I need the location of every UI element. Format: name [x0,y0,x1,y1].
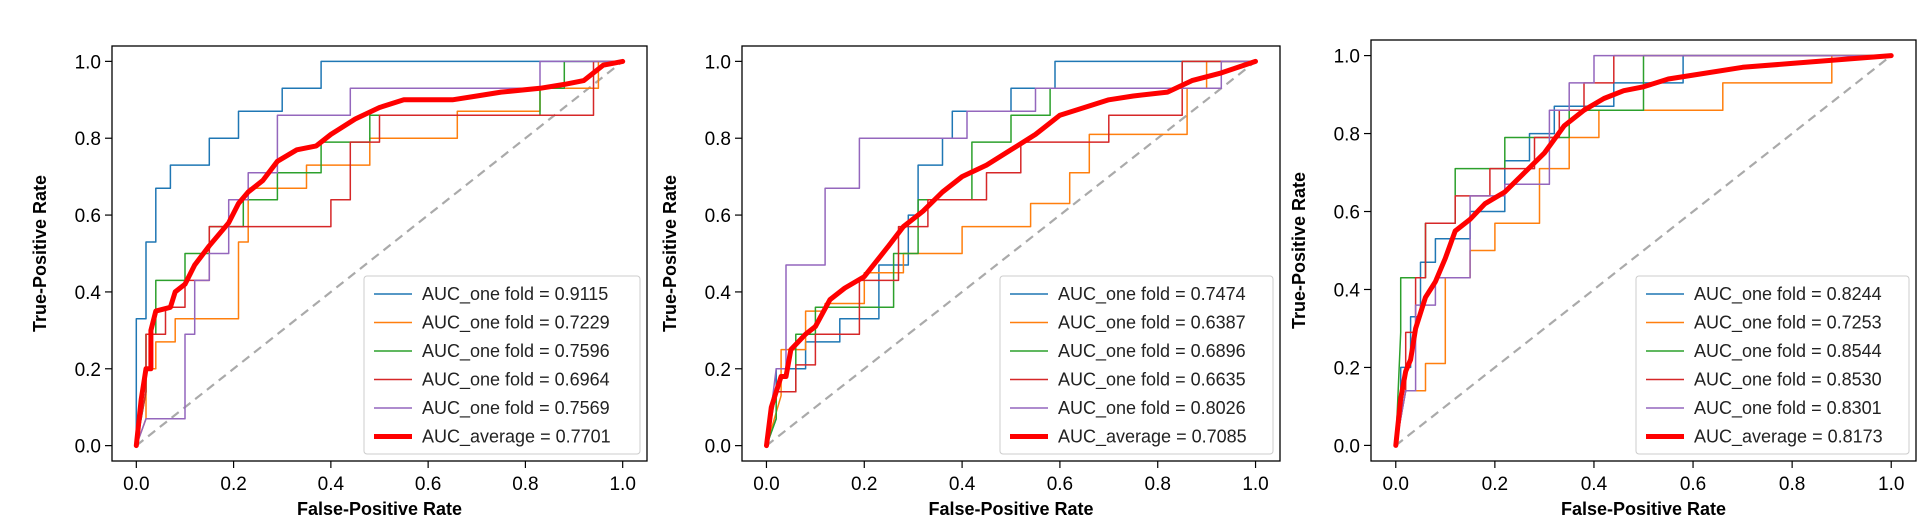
y-tick-label: 0.8 [705,129,731,150]
x-axis-label: False-Positive Rate [297,499,462,519]
roc-curve-average [133,58,626,449]
y-tick-label: 0.6 [1334,203,1360,224]
x-tick-label: 0.4 [949,474,976,495]
y-tick-label: 0.8 [75,129,101,150]
x-tick-label: 0.2 [220,474,246,495]
roc-curve-fold-1 [765,60,1257,447]
y-tick-label: 0.2 [1334,358,1360,379]
y-tick-label: 0.4 [1334,280,1361,301]
legend-entry-label: AUC_average = 0.7085 [1058,427,1247,448]
legend: AUC_one fold = 0.8244 AUC_one fold = 0.72… [1635,275,1910,455]
roc-curve-fold-3 [1395,54,1892,447]
roc-panel-3: 0.0 0.2 0.4 0.6 0.8 1.0 0.0 0.2 0.4 0.6 0.8 1.0 Fals… [1289,39,1917,519]
x-tick-label: 1.0 [609,474,635,495]
y-tick-label: 0.0 [1334,436,1360,457]
legend-entry-label: AUC_one fold = 0.7569 [422,398,610,419]
x-tick-label: 0.8 [1145,474,1171,495]
roc-curve-average [1393,53,1894,448]
legend-entry-label: AUC_one fold = 0.9115 [422,284,608,305]
legend-box [363,275,641,455]
roc-curve-fold-2 [1395,54,1892,447]
legend-box [999,275,1274,455]
chance-diagonal-line [1395,54,1892,447]
x-tick-label: 0.6 [1047,474,1073,495]
x-tick-label: 0.8 [1779,474,1805,495]
chance-diagonal-line [135,60,624,447]
roc-curve-fold-1 [135,60,624,447]
legend: AUC_one fold = 0.7474 AUC_one fold = 0.63… [999,275,1274,455]
legend-entry-label: AUC_one fold = 0.7596 [422,341,610,362]
x-tick-label: 0.6 [415,474,441,495]
y-tick-label: 0.0 [705,437,731,458]
legend-entry-label: AUC_one fold = 0.6964 [422,370,610,391]
legend-entry-label: AUC_one fold = 0.6635 [1058,370,1246,391]
x-tick-label: 0.4 [318,474,345,495]
legend-entry-label: AUC_one fold = 0.7253 [1694,313,1882,334]
roc-curve-fold-2 [765,60,1257,447]
y-tick-label: 1.0 [75,52,101,73]
y-tick-label: 0.8 [1334,125,1360,146]
legend-entry-label: AUC_one fold = 0.8301 [1694,398,1882,419]
legend-entry-label: AUC_one fold = 0.8244 [1694,284,1882,305]
y-tick-label: 0.4 [705,283,732,304]
x-tick-label: 0.0 [123,474,149,495]
y-tick-label: 0.6 [75,206,101,227]
y-tick-label: 0.4 [75,283,102,304]
roc-curve-fold-4 [765,60,1257,447]
roc-curve-average [764,58,1258,449]
legend-entry-label: AUC_average = 0.8173 [1694,427,1883,448]
roc-curve-fold-3 [135,60,624,447]
y-tick-label: 0.6 [705,206,731,227]
x-tick-label: 0.6 [1680,474,1706,495]
x-tick-label: 0.0 [753,474,779,495]
y-tick-label: 0.2 [75,360,101,381]
y-tick-label: 0.0 [75,437,101,458]
x-tick-label: 0.2 [1482,474,1508,495]
legend-entry-label: AUC_average = 0.7701 [422,427,611,448]
legend-entry-label: AUC_one fold = 0.8530 [1694,370,1882,391]
x-tick-label: 0.0 [1383,474,1409,495]
x-tick-label: 0.2 [851,474,877,495]
y-tick-label: 0.2 [705,360,731,381]
plot-frame [111,45,648,462]
y-tick-label: 1.0 [1334,47,1360,68]
y-axis-label: True-Positive Rate [30,175,50,332]
y-axis-label: True-Positive Rate [660,175,680,332]
chance-diagonal-line [765,60,1257,447]
plot-frame [741,45,1281,462]
x-axis-label: False-Positive Rate [1561,499,1726,519]
y-axis-label: True-Positive Rate [1289,172,1309,329]
legend-entry-label: AUC_one fold = 0.6387 [1058,313,1246,334]
plot-frame [1370,39,1917,462]
legend-box [1635,275,1910,455]
y-tick-label: 1.0 [705,52,731,73]
x-tick-label: 1.0 [1878,474,1904,495]
x-tick-label: 0.4 [1581,474,1608,495]
x-axis-label: False-Positive Rate [928,499,1093,519]
legend-entry-label: AUC_one fold = 0.6896 [1058,341,1246,362]
legend-entry-label: AUC_one fold = 0.7229 [422,313,610,334]
x-tick-label: 1.0 [1242,474,1268,495]
roc-curve-fold-5 [765,60,1257,447]
legend-entry-label: AUC_one fold = 0.8026 [1058,398,1246,419]
legend-entry-label: AUC_one fold = 0.7474 [1058,284,1246,305]
x-tick-label: 0.8 [512,474,538,495]
roc-panel-2: 0.0 0.2 0.4 0.6 0.8 1.0 0.0 0.2 0.4 0.6 0.8 1.0 Fals… [660,45,1281,519]
roc-curve-fold-4 [135,60,624,447]
roc-panel-1: 0.0 0.2 0.4 0.6 0.8 1.0 0.0 0.2 0.4 0.6 0.8 1.0 Fals… [30,45,648,519]
legend-entry-label: AUC_one fold = 0.8544 [1694,341,1882,362]
legend: AUC_one fold = 0.9115 AUC_one fold = 0.72… [363,275,641,455]
